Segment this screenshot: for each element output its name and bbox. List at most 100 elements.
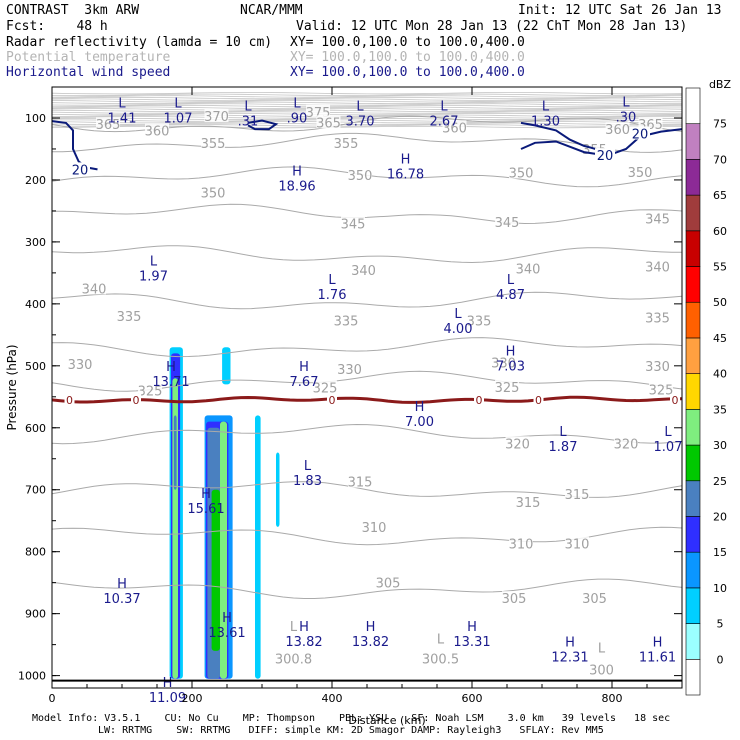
theta-label-bg [316,115,341,129]
colorbar-tick-label: 50 [713,296,727,309]
theta-label: 335 [467,315,492,330]
extrema-type-L: L [328,273,336,288]
theta-label: 305 [582,592,607,607]
freezing-level-label: 0 [476,394,483,407]
theta-label: 325 [313,382,338,397]
reflectivity-cell [206,421,229,679]
extrema-value: 1.41 [108,112,137,127]
extrema-value: 3.70 [346,115,375,130]
theta-label: 370 [204,110,229,125]
theta-contour-upper [51,109,683,113]
y-tick-label: 300 [25,236,46,249]
theta-contour-320 [51,423,683,445]
theta-label-bg [145,123,169,137]
extrema-labels-layer: L1.41L1.07L.31L.90L3.70L2.67L1.30L.30H18… [103,95,682,706]
theta-label: 320 [505,437,530,452]
theta-contour-upper [51,101,683,105]
extrema-type-L: L [507,273,515,288]
freezing-level-label: 0 [329,394,336,407]
theta-contour-upper [52,119,683,122]
y-tick-label: 900 [25,608,46,621]
freezing-level-label: 0 [66,394,73,407]
theta-contour-upper [51,96,683,100]
extrema-type-H: H [506,344,516,359]
colorbar-swatch [685,444,701,482]
wind-contour-label: 20 [597,149,614,164]
x-tick-label: 200 [182,692,203,705]
field-theta-xy: XY= 100.0,100.0 to 100.0,400.0 [290,50,525,65]
theta-contour-upper [51,104,683,108]
colorbar-tick-label: 60 [713,225,727,238]
theta-label-bg [68,356,92,370]
theta-contour-upper [51,103,683,106]
theta-label-bg [638,117,663,131]
theta-label-bg [334,313,358,327]
theta-contour-upper [51,106,682,109]
y-tick-label: 600 [25,422,46,435]
theta-contour-360 [51,115,683,133]
colorbar-swatch [685,266,701,303]
theta-label: 355 [582,143,607,158]
theta-contour-350 [51,166,683,188]
theta-label-bg [614,436,638,450]
theta-label-bg [605,122,630,136]
reflectivity-cell [211,489,220,651]
theta-label-bg [645,259,670,273]
plot-frame [51,86,683,689]
theta-label-bg [645,310,670,324]
model-info-line-2: LW: RRTMG SW: RRTMG DIFF: simple KM: 2D … [98,725,604,736]
theta-label: 355 [334,137,359,152]
extrema-value: .30 [616,110,637,125]
colorbar-tick-label: 45 [713,332,727,345]
theta-label: 350 [628,166,653,181]
theta-label: 305 [376,577,401,592]
theta-label-bg [649,382,673,396]
extrema-type-H: H [467,620,477,635]
wind-label-bg [70,162,90,176]
extrema-value: 1.76 [318,288,347,303]
theta-label-bg [341,216,365,230]
reflectivity-cell [171,353,181,679]
extrema-type-H: H [163,676,173,691]
wind-label-bg [595,148,615,162]
model-info-line-1: Model Info: V3.5.1 CU: No Cu MP: Thompso… [32,713,671,724]
extrema-value: 1.07 [164,112,193,127]
theta-label-bg [495,379,519,393]
valid-time: Valid: 12 UTC Mon 28 Jan 13 (22 ChT Mon … [296,19,688,34]
theta-label: 340 [351,264,376,279]
y-tick-label: 100 [25,112,46,125]
theta-contour-upper [51,92,683,95]
field-wind-label: Horizontal wind speed [6,65,171,80]
colorbar-tick-label: 65 [713,189,727,202]
colorbar-tick-label: 35 [713,403,727,416]
colorbar-tick-label: 10 [713,582,727,595]
theta-label: 350 [348,169,373,184]
freezing-label-bg [670,393,680,405]
theta-label-bg [337,361,362,375]
extrema-value: .31 [238,115,259,130]
colorbar-swatch [685,87,701,125]
freezing-level-label: 0 [133,394,140,407]
theta-contour-345 [52,203,683,225]
reflectivity-cell [276,452,280,527]
field-reflectivity-label: Radar reflectivity (lamda = 10 cm) [6,35,273,50]
theta-label-bg [362,519,386,533]
theta-label-bg [96,117,120,131]
theta-label: 365 [638,118,663,133]
theta-label: 345 [495,216,520,231]
x-tick-label: 800 [602,692,623,705]
extrema-value: 1.87 [549,440,578,455]
theta-label-bg [628,164,652,178]
theta-label: 365 [316,116,341,131]
theta-label-bg [645,358,670,372]
reflectivity-cell [169,347,183,679]
colorbar-swatch [685,159,701,196]
theta-label: 355 [201,137,226,152]
x-tick-label: 0 [49,692,56,705]
colorbar-swatch [685,194,701,232]
theta-label-bg [82,281,106,295]
theta-contour-upper [51,122,683,125]
y-tick-label: 200 [25,174,46,187]
theta-label-bg [138,383,162,397]
